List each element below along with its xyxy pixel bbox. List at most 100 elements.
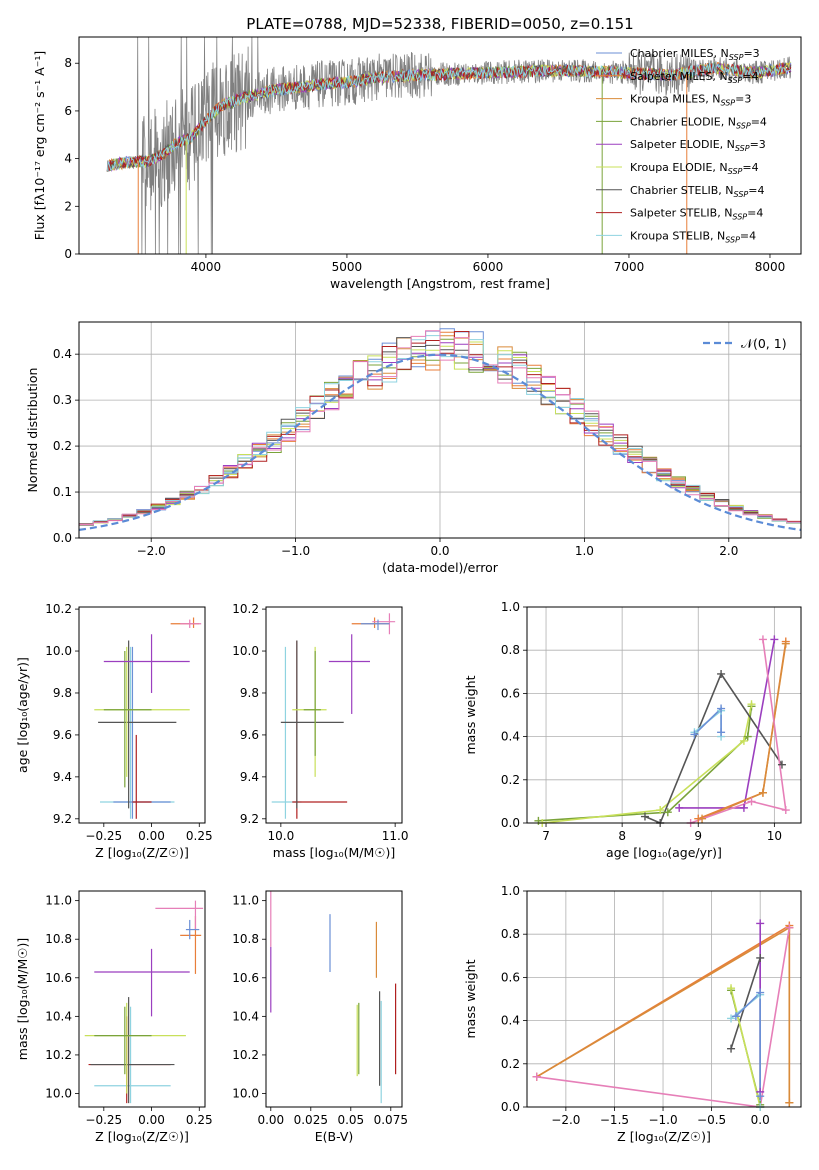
weight-marker (698, 814, 707, 823)
weight-marker (690, 730, 699, 739)
y-tick-label: 11.0 (45, 894, 72, 908)
weight-marker (640, 812, 649, 821)
axes-frame (265, 606, 403, 824)
x-tick-label: 1.0 (575, 544, 594, 558)
legend-suffix: =4 (742, 161, 758, 174)
plot-area (94, 617, 202, 819)
legend-subscript: SSP (720, 99, 735, 108)
x-axis-label: Z [log₁₀(Z/Z☉)] (95, 1129, 189, 1144)
weight-marker (739, 803, 748, 812)
legend-label: Kroupa MILES, NSSP=3 (630, 93, 751, 108)
x-tick-label: 6000 (473, 260, 504, 274)
y-tick-label: 0.4 (53, 347, 72, 361)
legend-text: Kroupa STELIB, N (630, 229, 725, 242)
weight-marker (781, 639, 790, 648)
weight-line (542, 704, 753, 823)
weight-marker (656, 806, 665, 815)
weight-line (538, 706, 753, 822)
y-tick-label: 10.2 (45, 1048, 72, 1062)
weight-line (730, 988, 761, 1107)
y-tick-label: 10.8 (45, 932, 72, 946)
plot-area (270, 891, 397, 1104)
weight-line (690, 639, 787, 823)
x-axis-label: mass [log₁₀(M/M☉)] (273, 845, 395, 860)
y-tick-label: 10.0 (232, 644, 259, 658)
legend-label: Salpeter STELIB, NSSP=4 (630, 207, 763, 222)
x-tick-label: 7000 (614, 260, 645, 274)
y-tick-label: 0 (64, 247, 72, 261)
weight-marker (727, 984, 736, 993)
panel-spectrum: 4000 5000 6000 7000 8000 0 2 4 6 8 wavelength [Ang… (32, 36, 802, 291)
legend-suffix: =4 (742, 70, 758, 83)
y-axis-label: mass weight (463, 959, 478, 1038)
y-tick-label: 0.8 (501, 927, 520, 941)
y-tick-label: 9.8 (240, 686, 259, 700)
x-tick-label: −2.0 (551, 1113, 580, 1127)
x-axis-label: Z [log₁₀(Z/Z☉)] (95, 845, 189, 860)
y-tick-label: 0.4 (501, 730, 520, 744)
x-tick-label: 0.00 (257, 1113, 284, 1127)
x-tick-label: 0.25 (186, 829, 213, 843)
panel-age-vs-Z: −0.25 0.00 0.25 9.2 9.4 9.6 9.8 10.0 10.2 Z [log₁… (15, 602, 213, 860)
x-tick-label: −1.0 (281, 544, 310, 558)
y-axis-label: Flux [fλ10⁻¹⁷ erg cm⁻² s⁻¹ A⁻¹] (32, 51, 47, 240)
legend-label: Salpeter ELODIE, NSSP=3 (630, 138, 766, 153)
y-tick-label: 10.8 (232, 932, 259, 946)
plots: 4000 5000 6000 7000 8000 0 2 4 6 8 wavelength [Ang… (15, 36, 802, 1144)
y-tick-label: 9.8 (53, 686, 72, 700)
weight-marker (717, 704, 726, 713)
weight-marker (758, 788, 767, 797)
legend-label: 𝒩(0, 1) (741, 336, 787, 351)
plot-area (538, 639, 787, 823)
y-tick-label: 0.2 (53, 439, 72, 453)
y-tick-label: 9.2 (53, 812, 72, 826)
axes-frame (78, 890, 206, 1108)
y-tick-label: 9.4 (240, 770, 259, 784)
y-tick-label: 8 (64, 56, 72, 70)
weight-line (536, 927, 791, 1107)
plot-area (271, 613, 396, 819)
x-tick-label: 0.05 (337, 1113, 364, 1127)
y-tick-label: 6 (64, 104, 72, 118)
y-tick-label: 0.0 (53, 531, 72, 545)
panel-mass-vs-Z: −0.25 0.00 0.25 10.0 10.2 10.4 10.6 10.8 11.0 Z [… (15, 890, 213, 1144)
y-tick-label: 4 (64, 152, 72, 166)
y-tick-label: 10.0 (232, 1087, 259, 1101)
panel-mass-vs-EBV: 0.00 0.025 0.05 0.075 10.0 10.2 10.4 10.6 10.8 11… (232, 890, 408, 1144)
weight-marker (747, 700, 756, 709)
x-tick-label: 0.0 (751, 1113, 770, 1127)
x-tick-label: 0.075 (374, 1113, 408, 1127)
y-tick-label: 0.6 (501, 970, 520, 984)
x-tick-label: −0.25 (85, 1113, 122, 1127)
model-line (106, 62, 792, 172)
weight-line (701, 643, 787, 820)
axes-frame (78, 606, 206, 824)
x-axis-label: Z [log₁₀(Z/Z☉)] (617, 1129, 711, 1144)
y-tick-label: 9.2 (240, 812, 259, 826)
weight-marker (532, 1072, 541, 1081)
x-tick-label: 10.0 (267, 829, 294, 843)
y-tick-label: 10.2 (232, 1048, 259, 1062)
model-line (106, 62, 792, 172)
axes-frame (265, 890, 403, 1108)
legend-subscript: SSP (729, 53, 744, 62)
x-tick-label: 8 (618, 829, 626, 843)
x-tick-label: 8000 (755, 260, 786, 274)
y-tick-label: 0.0 (501, 816, 520, 830)
weight-marker (777, 760, 786, 769)
figure-title: PLATE=0788, MJD=52338, FIBERID=0050, z=0… (246, 15, 633, 33)
axes-frame (78, 36, 802, 255)
y-tick-label: 10.2 (45, 602, 72, 616)
legend-text: Kroupa MILES, N (630, 93, 720, 106)
axes-frame (78, 321, 802, 539)
weight-line (644, 672, 783, 823)
legend-subscript: SSP (732, 213, 747, 222)
y-tick-label: 0.2 (501, 773, 520, 787)
legend-text: Salpeter STELIB, N (630, 207, 732, 220)
panel-weight-vs-age: 7 8 9 10 0.0 0.2 0.4 0.6 0.8 1.0 age [log₁₀(age/yr… (463, 600, 802, 860)
legend-subscript: SSP (728, 76, 743, 85)
weight-marker (739, 736, 748, 745)
weight-marker (717, 728, 726, 737)
y-tick-label: 10.4 (45, 1009, 72, 1023)
